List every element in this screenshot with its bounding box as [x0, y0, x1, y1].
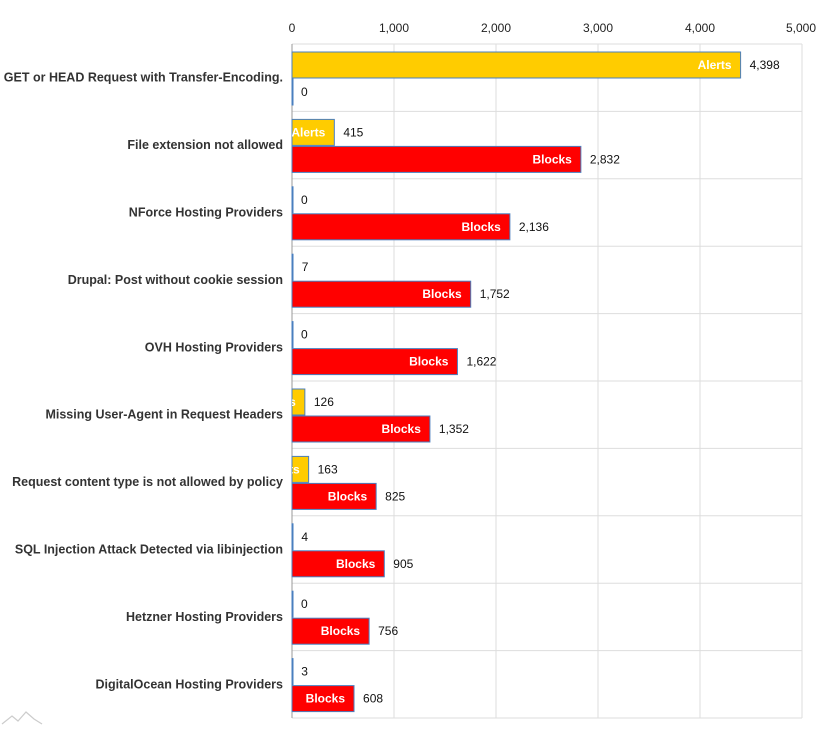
blocks-bar-series-label: Blocks — [409, 355, 449, 369]
alerts-bar[interactable] — [291, 51, 742, 79]
alerts-bar[interactable] — [291, 523, 294, 551]
x-tick-label: 0 — [289, 21, 296, 35]
alerts-value-label: 4 — [301, 530, 308, 544]
alerts-value-label: 0 — [301, 328, 308, 342]
blocks-value-label: 0 — [301, 85, 308, 99]
alerts-bar[interactable] — [291, 186, 294, 214]
alerts-value-label: 126 — [314, 395, 334, 409]
blocks-bar[interactable] — [291, 415, 431, 443]
alerts-bar[interactable] — [291, 118, 335, 146]
blocks-value-label: 756 — [378, 624, 398, 638]
blocks-bar[interactable] — [291, 685, 355, 713]
blocks-value-label: 2,136 — [519, 220, 549, 234]
alerts-value-label: 4,398 — [750, 58, 780, 72]
alerts-value-label: 163 — [318, 462, 338, 476]
blocks-value-label: 1,352 — [439, 422, 469, 436]
category-label: GET or HEAD Request with Transfer-Encodi… — [4, 71, 283, 85]
alerts-bar-series-label: Alerts — [262, 395, 296, 409]
blocks-value-label: 905 — [393, 557, 413, 571]
alerts-bar-series-label: Alerts — [266, 462, 300, 476]
blocks-bar[interactable] — [291, 78, 294, 106]
blocks-value-label: 2,832 — [590, 152, 620, 166]
category-labels: GET or HEAD Request with Transfer-Encodi… — [4, 71, 283, 692]
category-label: Hetzner Hosting Providers — [126, 610, 283, 624]
blocks-bar[interactable] — [291, 280, 472, 308]
alerts-value-label: 0 — [301, 597, 308, 611]
grid-lines — [291, 43, 803, 719]
category-label: DigitalOcean Hosting Providers — [95, 677, 283, 691]
alerts-bar-series-label: Alerts — [698, 58, 732, 72]
x-tick-label: 5,000 — [786, 21, 816, 35]
blocks-bar-series-label: Blocks — [321, 624, 361, 638]
blocks-bar-series-label: Blocks — [382, 422, 422, 436]
alerts-bar[interactable] — [291, 658, 294, 686]
x-tick-label: 2,000 — [481, 21, 511, 35]
blocks-value-label: 825 — [385, 489, 405, 503]
alerts-value-label: 415 — [343, 125, 363, 139]
x-tick-label: 4,000 — [685, 21, 715, 35]
alerts-value-label: 3 — [301, 665, 308, 679]
blocks-value-label: 608 — [363, 692, 383, 706]
category-label: Drupal: Post without cookie session — [68, 273, 283, 287]
x-axis-ticks: 0 1,000 2,000 3,000 4,000 5,000 — [289, 21, 817, 35]
alerts-bar[interactable] — [291, 455, 310, 483]
blocks-bar[interactable] — [291, 617, 370, 645]
alerts-bar[interactable] — [291, 388, 306, 416]
blocks-value-label: 1,622 — [466, 355, 496, 369]
alerts-bar-series-label: Alerts — [291, 125, 325, 139]
blocks-bar-series-label: Blocks — [462, 220, 502, 234]
blocks-bar[interactable] — [291, 482, 377, 510]
blocks-bar-series-label: Blocks — [422, 287, 462, 301]
blocks-value-label: 1,752 — [480, 287, 510, 301]
category-label: Request content type is not allowed by p… — [12, 475, 283, 489]
blocks-bar[interactable] — [291, 145, 582, 173]
bars: AlertsAlertsAlertsAlertsAlertsAlertsAler… — [262, 51, 742, 713]
x-tick-label: 1,000 — [379, 21, 409, 35]
x-tick-label: 3,000 — [583, 21, 613, 35]
value-labels: 4,398 415 0 7 0 126 163 4 0 3 0 2,832 2,136 1,752 1,62… — [301, 58, 780, 706]
blocks-bar-series-label: Blocks — [306, 692, 346, 706]
alerts-value-label: 7 — [302, 260, 309, 274]
alerts-bar[interactable] — [291, 590, 294, 618]
category-label: Missing User-Agent in Request Headers — [45, 408, 283, 422]
category-label: File extension not allowed — [127, 138, 283, 152]
chart-logo — [1, 711, 43, 725]
blocks-bar-series-label: Blocks — [328, 489, 368, 503]
blocks-bar[interactable] — [291, 213, 511, 241]
category-label: NForce Hosting Providers — [129, 206, 283, 220]
category-label: SQL Injection Attack Detected via libinj… — [15, 543, 283, 557]
category-label: OVH Hosting Providers — [145, 340, 283, 354]
alerts-value-label: 0 — [301, 193, 308, 207]
blocks-bar-series-label: Blocks — [533, 152, 573, 166]
mountain-logo-icon — [1, 711, 43, 725]
alerts-bar[interactable] — [291, 253, 294, 281]
blocks-bar-series-label: Blocks — [336, 557, 376, 571]
blocks-bar[interactable] — [291, 348, 458, 376]
blocks-bar[interactable] — [291, 550, 385, 578]
alerts-bar[interactable] — [291, 321, 294, 349]
